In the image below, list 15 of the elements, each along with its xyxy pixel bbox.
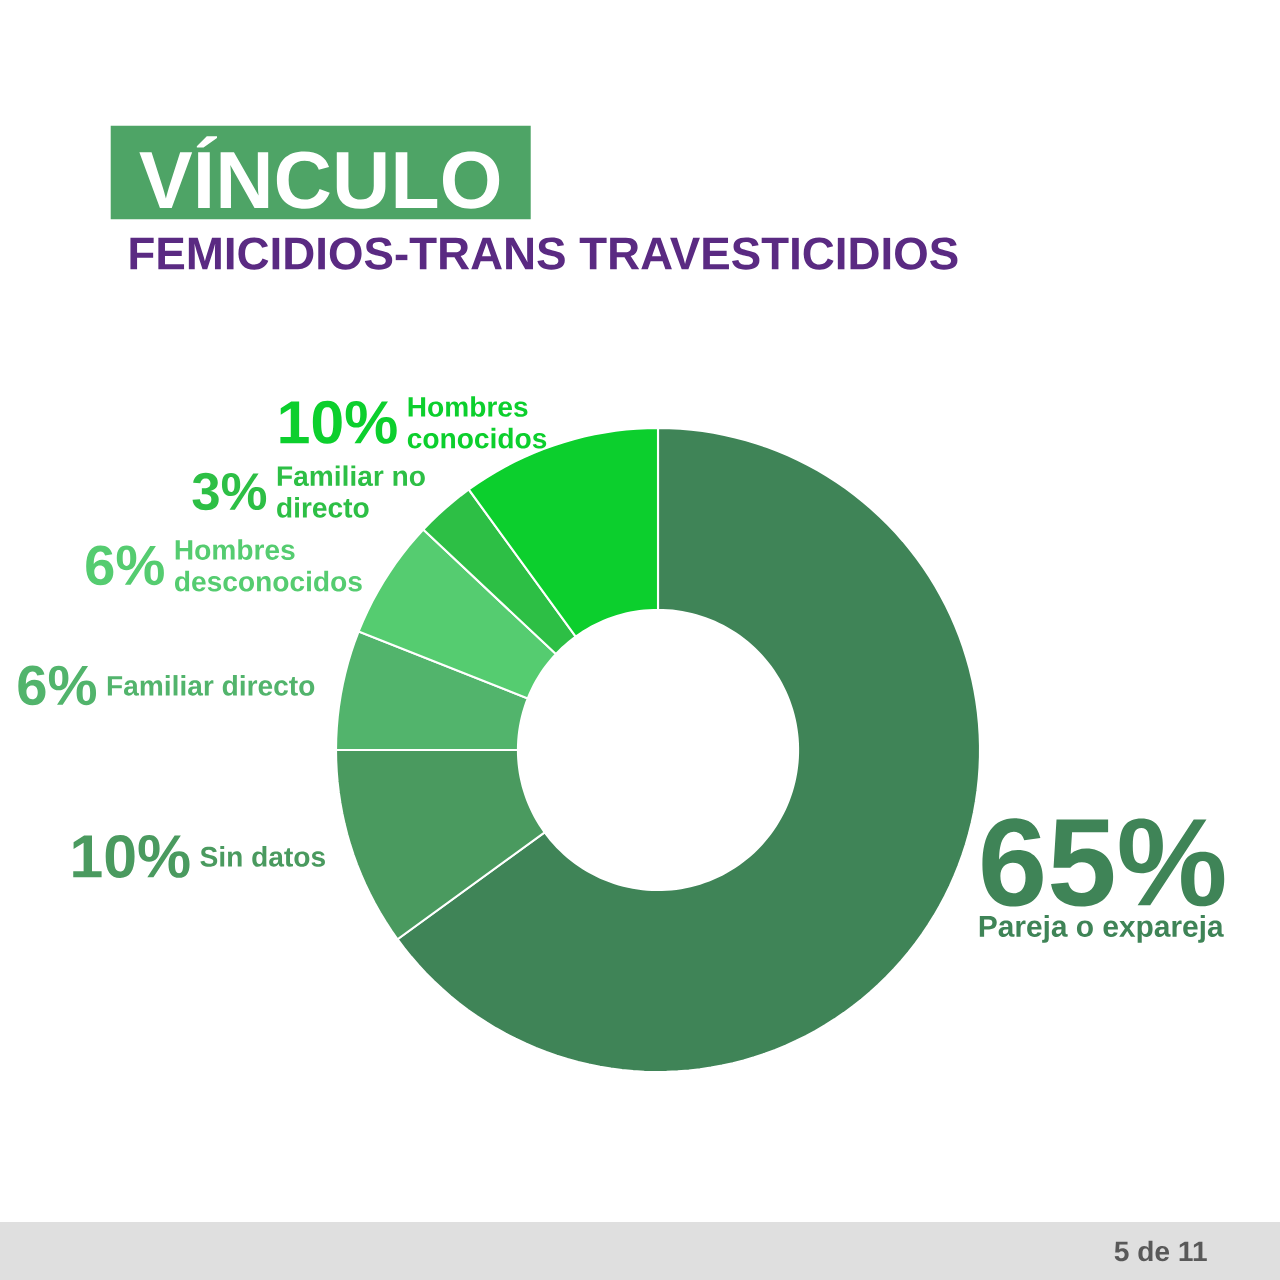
data-label: 6% <box>18 665 97 706</box>
data-label: 3% <box>192 472 267 511</box>
slice-label: Hombres conocidos <box>407 396 547 449</box>
text: 5 de 11 <box>1114 1240 1207 1262</box>
chart-subtitle: FEMICIDIOS-TRANS TRAVESTICIDIOS <box>130 237 958 270</box>
slice-label: Pareja o expareja <box>979 915 1224 943</box>
slice-label: Familiar directo <box>107 675 315 696</box>
data-label: 6% <box>86 545 164 586</box>
slice-label: Sin datos <box>200 846 325 867</box>
slice-label: Familiar no directo <box>277 465 425 518</box>
slice-label: Hombres desconocidos <box>175 539 362 592</box>
chart-title: VÍNCULO <box>139 136 500 209</box>
data-label: 10% <box>73 834 190 878</box>
data-label: 10% <box>280 400 397 444</box>
data-label: 65% <box>982 818 1225 907</box>
